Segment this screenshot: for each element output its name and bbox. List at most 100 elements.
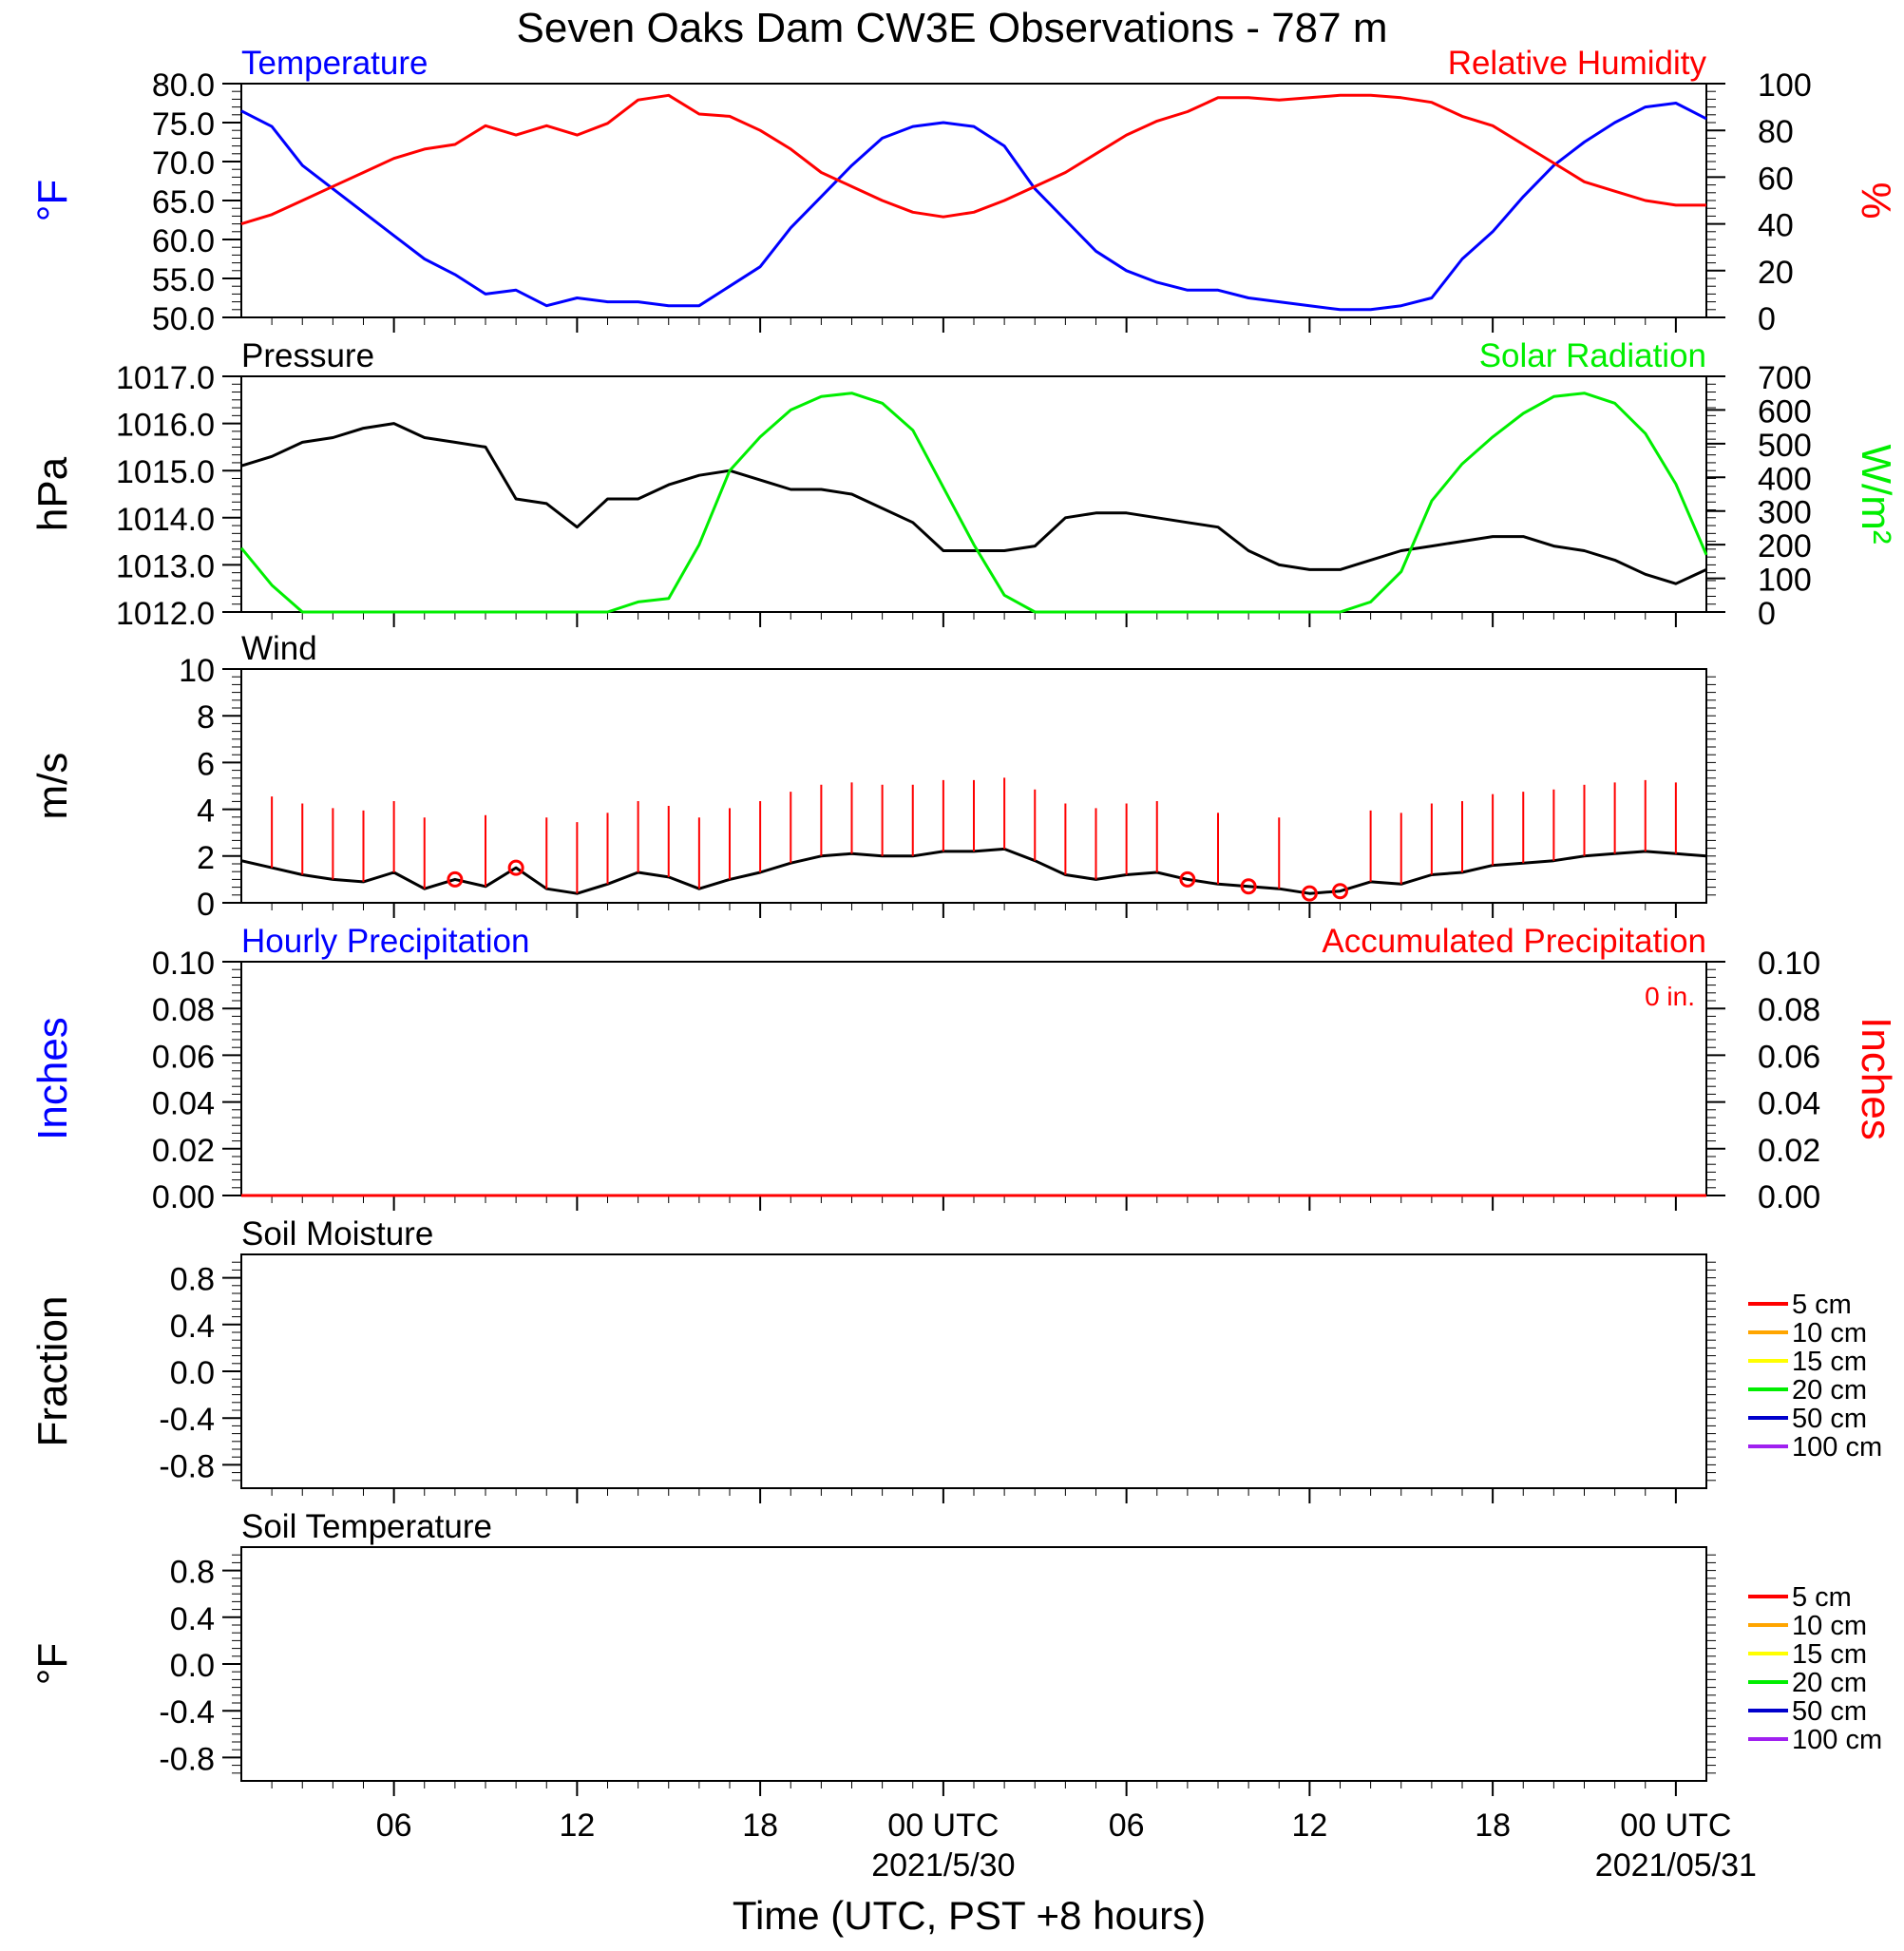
- calm-wind-marker: [1301, 885, 1318, 902]
- series-line-relative-humidity: [240, 93, 1706, 226]
- y-tick-label-left: 55.0: [152, 262, 215, 298]
- plot-frame: [240, 83, 1707, 318]
- y-tick-label-right: 0.04: [1758, 1086, 1820, 1122]
- y-tick-label-left: 1015.0: [116, 454, 215, 490]
- calm-wind-marker: [507, 859, 524, 876]
- legend-label: 100 cm: [1792, 1725, 1882, 1755]
- y-tick-label-right: 100: [1758, 67, 1812, 104]
- y-tick-label-left: 2: [197, 840, 215, 876]
- y-tick-label-left: 1017.0: [116, 360, 215, 396]
- figure-title: Seven Oaks Dam CW3E Observations - 787 m: [517, 5, 1388, 51]
- y-tick-label-right: 200: [1758, 528, 1812, 564]
- y-tick-label-left: -0.4: [159, 1402, 215, 1438]
- panel-label-left: Hourly Precipitation: [241, 923, 529, 960]
- y-axis-title-left: °F: [29, 180, 76, 221]
- y-tick-label-right: 100: [1758, 563, 1812, 599]
- y-tick-label-left: 1012.0: [116, 596, 215, 632]
- y-tick-label-left: 70.0: [152, 145, 215, 182]
- calm-wind-marker: [1240, 878, 1257, 895]
- y-axis-title-right: %: [1853, 182, 1899, 219]
- panel-1: 80.075.070.065.060.055.050.0 100 80 60 40 20 0…: [29, 45, 1899, 337]
- y-tick-label-left: 80.0: [152, 67, 215, 104]
- panel-label-left: Soil Temperature: [241, 1508, 492, 1545]
- y-tick-label-left: 0.06: [152, 1039, 215, 1075]
- panel-label-left: Temperature: [241, 45, 428, 82]
- panel-label-left: Wind: [241, 630, 317, 667]
- panel-3: 10 8 6 4 2 0 Wind m/s: [29, 630, 1716, 923]
- series-line-temperature: [240, 102, 1707, 312]
- y-tick-label-right: 500: [1758, 428, 1812, 464]
- y-tick-label-left: 0.10: [152, 946, 215, 982]
- y-tick-label-left: 1013.0: [116, 548, 215, 584]
- legend-label: 20 cm: [1792, 1668, 1867, 1698]
- x-tick-label: 06: [1109, 1808, 1145, 1844]
- plot-frame: [240, 961, 1707, 1196]
- panel-5: 0.8 0.4 0.0 -0.4 -0.8 Soil Moisture Fraction 5 …: [29, 1215, 1882, 1503]
- legend-label: 15 cm: [1792, 1639, 1867, 1670]
- y-tick-label-right: 0.02: [1758, 1133, 1820, 1169]
- y-axis-title-right: W/m²: [1853, 444, 1899, 544]
- x-tick-label: 18: [742, 1808, 778, 1844]
- legend-label: 10 cm: [1792, 1318, 1867, 1348]
- y-tick-label-left: -0.8: [159, 1741, 215, 1777]
- legend-label: 50 cm: [1792, 1404, 1867, 1434]
- panels: 80.075.070.065.060.055.050.0100806040200…: [29, 45, 1899, 1884]
- panel-label-right: Accumulated Precipitation: [1322, 923, 1706, 960]
- panel-label-right: Relative Humidity: [1448, 45, 1707, 82]
- y-tick-label-left: 0.0: [170, 1355, 215, 1391]
- y-tick-label-left: 0: [197, 887, 215, 923]
- x-date-label: 2021/5/30: [871, 1847, 1015, 1884]
- x-date-label: 2021/05/31: [1595, 1847, 1757, 1884]
- y-tick-label-left: 0.4: [170, 1309, 215, 1345]
- y-axis-title-right: Inches: [1853, 1017, 1899, 1140]
- legend-label: 15 cm: [1792, 1347, 1867, 1377]
- y-tick-label-right: 0.10: [1758, 946, 1820, 982]
- y-tick-label-right: 400: [1758, 461, 1812, 497]
- y-tick-label-left: 75.0: [152, 106, 215, 143]
- series-line-wind: [240, 847, 1707, 895]
- legend-label: 20 cm: [1792, 1375, 1867, 1406]
- plot-frame: [240, 1253, 1707, 1489]
- y-tick-label-right: 0.08: [1758, 992, 1820, 1028]
- legend-label: 5 cm: [1792, 1582, 1852, 1613]
- y-tick-label-left: 0.0: [170, 1648, 215, 1684]
- y-tick-label-left: -0.4: [159, 1694, 215, 1731]
- plot-frame: [240, 375, 1707, 613]
- y-tick-label-right: 60: [1758, 161, 1794, 197]
- legend-label: 100 cm: [1792, 1432, 1882, 1463]
- y-tick-label-left: 60.0: [152, 223, 215, 259]
- y-tick-label-left: 0.4: [170, 1601, 215, 1637]
- x-axis-label: Time (UTC, PST +8 hours): [733, 1893, 1206, 1938]
- y-axis-title-left: hPa: [29, 456, 76, 531]
- x-tick-label: 00 UTC: [887, 1808, 999, 1844]
- y-tick-label-left: 1014.0: [116, 502, 215, 538]
- y-tick-label-left: 0.8: [170, 1555, 215, 1591]
- y-tick-label-right: 80: [1758, 114, 1794, 150]
- y-axis-title-left: Fraction: [29, 1296, 76, 1447]
- x-tick-label: 12: [1291, 1808, 1327, 1844]
- y-tick-label-left: 6: [197, 746, 215, 782]
- y-tick-label-right: 0: [1758, 301, 1776, 337]
- y-tick-label-left: 4: [197, 794, 215, 830]
- y-axis-title-left: m/s: [29, 753, 76, 820]
- legend-label: 5 cm: [1792, 1290, 1852, 1320]
- panel-label-left: Pressure: [241, 337, 374, 374]
- calm-wind-marker: [1332, 883, 1348, 900]
- calm-wind-marker: [1179, 870, 1196, 888]
- y-tick-label-left: 50.0: [152, 301, 215, 337]
- x-tick-label: 00 UTC: [1620, 1808, 1731, 1844]
- panel-4: 0.10 0.08 0.06 0.04 0.02 0.00 0.10 0.08 0.06 0.04…: [29, 923, 1899, 1215]
- series-line-solar-radiation: [239, 392, 1708, 614]
- y-tick-label-left: 0.02: [152, 1133, 215, 1169]
- y-tick-label-right: 300: [1758, 495, 1812, 531]
- y-axis-title-left: Inches: [29, 1017, 76, 1140]
- plot-frame: [240, 1546, 1707, 1782]
- y-tick-label-right: 700: [1758, 360, 1812, 396]
- y-tick-label-left: 0.00: [152, 1179, 215, 1215]
- y-tick-label-left: 0.04: [152, 1086, 215, 1122]
- y-tick-label-right: 0.00: [1758, 1179, 1820, 1215]
- panel-2: 1017.0 1016.0 1015.0 1014.0 1013.0 1012.0 7006…: [29, 337, 1899, 632]
- accumulated-total-label: 0 in.: [1645, 982, 1695, 1011]
